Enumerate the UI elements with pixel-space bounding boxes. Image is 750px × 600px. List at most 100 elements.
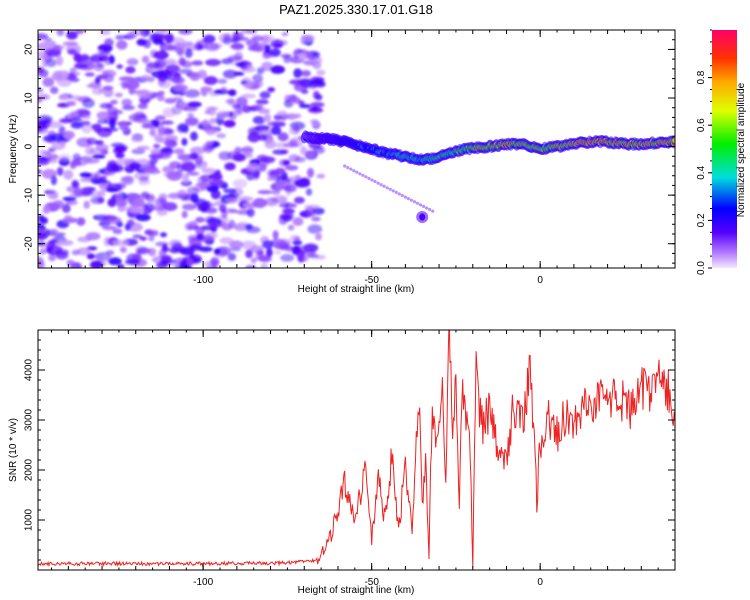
noise-blob — [221, 209, 228, 219]
noise-blob — [232, 31, 240, 41]
noise-blob — [100, 30, 111, 36]
noise-blob — [200, 174, 212, 183]
noise-blob — [282, 159, 291, 166]
noise-blob — [48, 254, 56, 262]
noise-blob — [71, 249, 80, 256]
noise-blob — [122, 105, 135, 111]
noise-blob — [56, 167, 64, 176]
noise-blob — [163, 202, 178, 212]
noise-blob — [200, 86, 213, 93]
noise-blob — [42, 77, 55, 87]
noise-blob — [312, 56, 323, 65]
noise-blob — [107, 198, 117, 208]
noise-blob — [292, 217, 304, 226]
noise-blob — [285, 165, 299, 171]
noise-blob — [98, 55, 109, 62]
noise-blob — [224, 162, 236, 171]
ridge-streak — [373, 179, 377, 184]
noise-blob — [62, 41, 79, 46]
noise-blob — [283, 142, 299, 148]
noise-blob — [294, 174, 301, 180]
noise-blob — [148, 235, 155, 242]
noise-blob — [38, 115, 53, 125]
noise-blob — [270, 48, 281, 57]
noise-blob — [124, 80, 140, 90]
noise-blob — [112, 239, 129, 247]
noise-blob — [61, 204, 71, 213]
noise-blob — [306, 150, 314, 156]
noise-blob — [266, 248, 273, 258]
noise-blob — [177, 189, 187, 199]
noise-blob — [313, 90, 320, 100]
spectrogram-x-tick-label: -50 — [364, 275, 379, 286]
noise-blob — [184, 89, 201, 98]
noise-blob — [76, 247, 91, 256]
noise-blob — [169, 239, 182, 248]
noise-blob — [158, 248, 167, 259]
noise-blob — [156, 33, 166, 40]
noise-blob — [195, 216, 205, 223]
noise-blob — [306, 167, 315, 178]
noise-blob — [57, 153, 72, 162]
noise-blob — [62, 70, 69, 79]
noise-blob — [250, 257, 257, 264]
noise-blob — [234, 107, 244, 116]
noise-blob — [90, 260, 103, 268]
noise-blob — [225, 197, 238, 204]
noise-blob — [241, 105, 252, 113]
noise-blob — [160, 232, 167, 238]
noise-blob — [290, 235, 301, 241]
noise-blob — [156, 261, 168, 268]
noise-blob — [165, 64, 180, 73]
snr-x-axis-label: Height of straight line (km) — [298, 585, 415, 596]
ridge-streak — [364, 175, 368, 179]
noise-blob — [274, 43, 283, 48]
noise-blob — [310, 119, 319, 125]
snr-y-tick-labels: 1000 2000 3000 4000 — [24, 358, 35, 531]
noise-blob — [233, 71, 245, 76]
noise-blob — [238, 147, 254, 153]
noise-blob — [282, 208, 295, 214]
noise-blob — [194, 159, 208, 169]
noise-blob — [94, 77, 101, 85]
noise-blob — [81, 114, 91, 120]
spectrogram-x-axis-label: Height of straight line (km) — [298, 284, 415, 295]
noise-blob — [58, 125, 66, 135]
noise-blob — [65, 200, 78, 206]
ridge-streak — [406, 197, 410, 201]
noise-blob — [222, 69, 238, 79]
noise-blob — [179, 68, 193, 74]
noise-blob — [55, 241, 70, 246]
noise-blob — [177, 153, 193, 161]
noise-blob — [126, 31, 138, 39]
noise-blob — [229, 240, 244, 249]
noise-blob — [81, 191, 94, 195]
noise-blob — [58, 95, 69, 101]
noise-blob — [266, 176, 277, 181]
noise-blob — [205, 42, 220, 52]
noise-blob — [117, 264, 125, 268]
noise-blob — [158, 80, 172, 89]
noise-blob — [141, 55, 150, 64]
noise-blob — [261, 53, 270, 60]
noise-blob — [65, 100, 77, 107]
noise-blob — [106, 163, 120, 173]
spectrogram-frame — [37, 29, 676, 269]
noise-blob — [307, 253, 319, 259]
noise-blob — [264, 44, 271, 54]
noise-blob — [180, 180, 192, 187]
noise-blob — [141, 74, 151, 80]
noise-blob — [304, 204, 320, 209]
noise-blob — [301, 89, 309, 94]
noise-blob — [38, 214, 45, 221]
noise-blob — [97, 190, 106, 198]
noise-blob — [208, 221, 223, 228]
ridge-streak — [418, 203, 423, 207]
noise-blob — [197, 202, 212, 210]
noise-blob — [260, 263, 269, 268]
ridge-streak — [349, 167, 353, 171]
noise-blob — [63, 130, 75, 140]
noise-blob — [103, 236, 111, 247]
ridge-streak — [376, 181, 380, 185]
snr-frame — [37, 329, 676, 571]
